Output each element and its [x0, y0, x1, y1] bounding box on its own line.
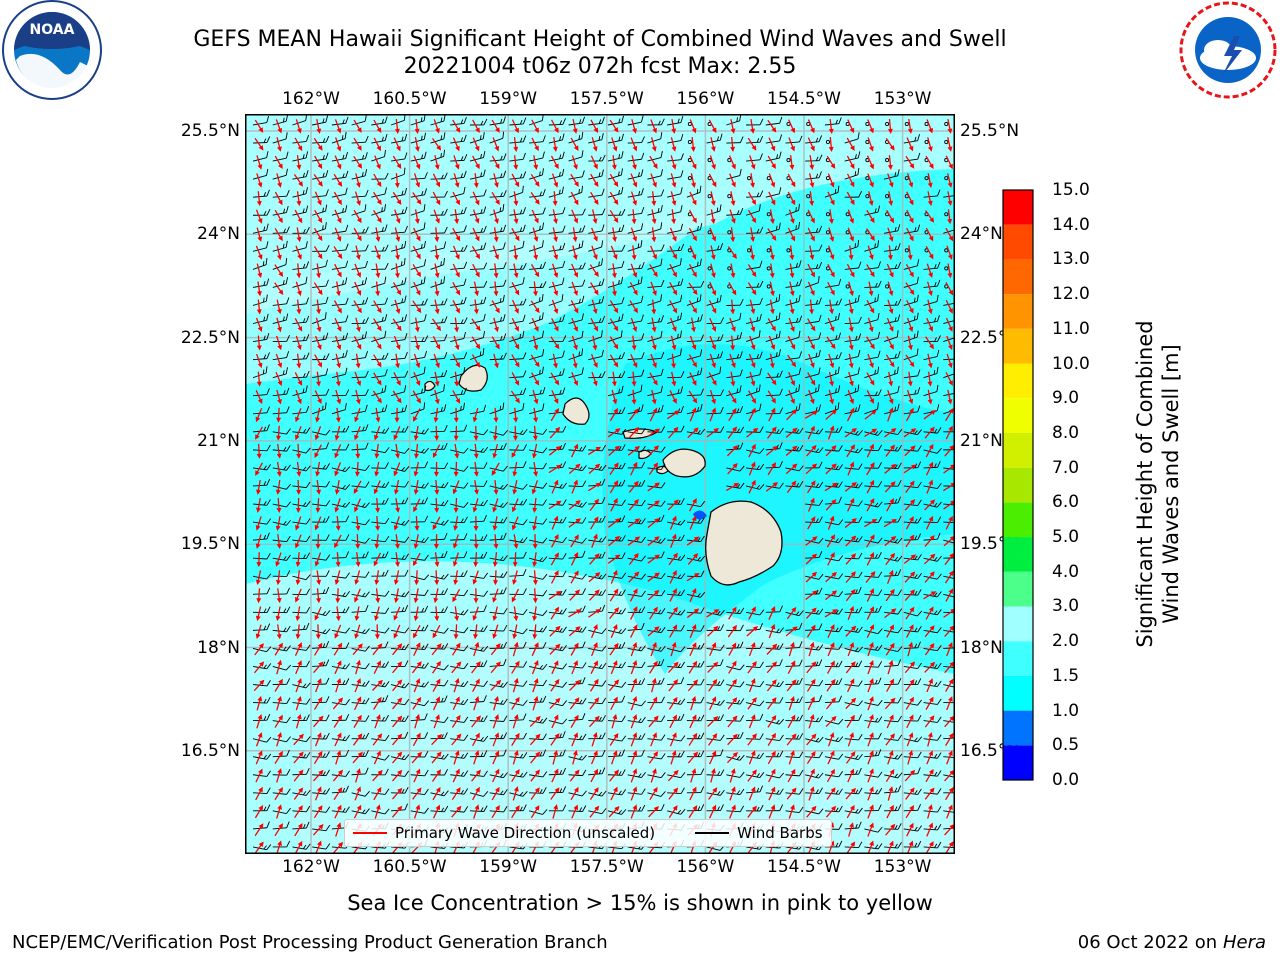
- colorbar-tick-label: 3.0: [1052, 596, 1080, 617]
- colorbar-segment: [1003, 502, 1033, 538]
- colorbar-segment: [1003, 328, 1033, 364]
- lat-tick-label-left: 25.5°N: [180, 121, 240, 141]
- colorbar-tick-label: 6.0: [1052, 492, 1080, 513]
- colorbar-tick-label: 7.0: [1052, 457, 1080, 478]
- lat-tick-label-right: 24°N: [960, 224, 1003, 245]
- map-legend: Primary Wave Direction (unscaled) Wind B…: [344, 819, 832, 847]
- colorbar-segment: [1003, 745, 1033, 780]
- colorbar-segment: [1003, 363, 1033, 399]
- colorbar-tick-label: 8.0: [1052, 422, 1080, 443]
- colorbar-segment: [1003, 710, 1033, 746]
- colorbar-segment: [1003, 467, 1033, 503]
- island-oahu: [562, 397, 590, 425]
- island-hawaii: [705, 500, 783, 586]
- colorbar-tick-label: 1.0: [1052, 700, 1080, 721]
- lat-tick-label-left: 18°N: [197, 637, 240, 658]
- lon-tick-label-bottom: 156°W: [676, 857, 735, 877]
- lon-tick-label-top: 154.5°W: [767, 89, 841, 109]
- colorbar-label-line2: Wind Waves and Swell [m]: [1159, 344, 1183, 624]
- wind-barbs: [252, 114, 955, 851]
- colorbar-label: Significant Height of Combined Wind Wave…: [1132, 284, 1184, 684]
- island-kauai: [458, 364, 488, 392]
- low-wave-region: [602, 344, 955, 674]
- colorbar-tick-label: 12.0: [1052, 284, 1090, 305]
- footer-left: NCEP/EMC/Verification Post Processing Pr…: [12, 932, 608, 953]
- lat-tick-label-right: 18°N: [960, 637, 1003, 658]
- islands: [424, 364, 783, 586]
- colorbar-segment: [1003, 224, 1033, 260]
- colorbar-tick-label: 4.0: [1052, 561, 1080, 582]
- wind-barbs-legend-swatch: [695, 832, 730, 834]
- wave-height-map: [245, 114, 955, 854]
- colorbar-segment: [1003, 537, 1033, 572]
- lon-tick-label-top: 160.5°W: [372, 89, 447, 109]
- colorbar-segment: [1003, 606, 1033, 642]
- colorbar-segment: [1003, 641, 1033, 676]
- wave-direction-legend-swatch: [353, 832, 387, 834]
- lon-tick-label-bottom: 153°W: [873, 857, 932, 877]
- colorbar-tick-label: 0.5: [1052, 735, 1080, 756]
- lon-tick-label-bottom: 160.5°W: [372, 857, 447, 877]
- island-maui: [662, 448, 706, 478]
- colorbar-tick-label: 15.0: [1052, 180, 1090, 200]
- chart-title: GEFS MEAN Hawaii Significant Height of C…: [193, 27, 1007, 52]
- colorbar-tick-label: 1.5: [1052, 665, 1080, 686]
- colorbar-tick-label: 11.0: [1052, 318, 1090, 339]
- colorbar-segment: [1003, 571, 1033, 607]
- lon-tick-label-top: 157.5°W: [569, 89, 644, 109]
- colorbar-tick-label: 2.0: [1052, 631, 1080, 652]
- lon-tick-label-top: 162°W: [282, 89, 340, 109]
- colorbar-tick-label: 10.0: [1052, 353, 1090, 374]
- lon-tick-label-top: 156°W: [676, 89, 735, 109]
- lat-tick-label-left: 21°N: [197, 430, 240, 451]
- colorbar-segment: [1003, 259, 1033, 295]
- colorbar-tick-label: 0.0: [1052, 770, 1080, 790]
- lon-tick-label-bottom: 157.5°W: [569, 857, 644, 877]
- footer-machine: Hera: [1222, 932, 1266, 953]
- lon-tick-label-bottom: 154.5°W: [767, 857, 841, 877]
- colorbar-segment: [1003, 190, 1033, 225]
- noaa-logo: NOAA: [2, 0, 102, 100]
- footer-right: 06 Oct 2022 on Hera: [1078, 932, 1266, 953]
- colorbar-tick-label: 13.0: [1052, 249, 1090, 270]
- lat-tick-label-left: 16.5°N: [180, 740, 240, 761]
- lon-tick-label-bottom: 162°W: [282, 857, 340, 877]
- lat-tick-label-left: 19.5°N: [180, 534, 240, 555]
- colorbar-segment: [1003, 294, 1033, 329]
- colorbar-label-line1: Significant Height of Combined: [1133, 320, 1157, 648]
- chart-subtitle: 20221004 t06z 072h fcst Max: 2.55: [403, 54, 797, 79]
- island-niihau: [424, 380, 436, 392]
- lat-tick-label-right: 21°N: [960, 430, 1003, 451]
- footer-date: 06 Oct 2022 on: [1077, 932, 1223, 953]
- colorbar-tick-label: 14.0: [1052, 214, 1090, 235]
- lon-tick-label-top: 153°W: [873, 89, 932, 109]
- lat-tick-label-left: 22.5°N: [180, 327, 240, 348]
- sea-ice-note: Sea Ice Concentration > 15% is shown in …: [347, 891, 933, 915]
- colorbar-segment: [1003, 675, 1033, 711]
- nws-logo: [1179, 1, 1277, 99]
- wind-barbs-legend-label: Wind Barbs: [737, 824, 823, 842]
- colorbar-segment: [1003, 432, 1033, 468]
- wave-direction-legend-label: Primary Wave Direction (unscaled): [395, 824, 656, 842]
- colorbar-tick-label: 9.0: [1052, 388, 1080, 409]
- colorbar-segment: [1003, 398, 1033, 433]
- map-frame: [245, 114, 955, 854]
- gridlines: [245, 114, 955, 854]
- colorbar: [1002, 189, 1034, 781]
- lat-tick-label-left: 24°N: [197, 224, 240, 245]
- lon-tick-label-top: 159°W: [479, 89, 538, 109]
- noaa-logo-text: NOAA: [30, 22, 75, 38]
- lat-tick-label-right: 25.5°N: [960, 121, 1020, 141]
- lon-tick-label-bottom: 159°W: [479, 857, 538, 877]
- colorbar-tick-label: 5.0: [1052, 527, 1080, 548]
